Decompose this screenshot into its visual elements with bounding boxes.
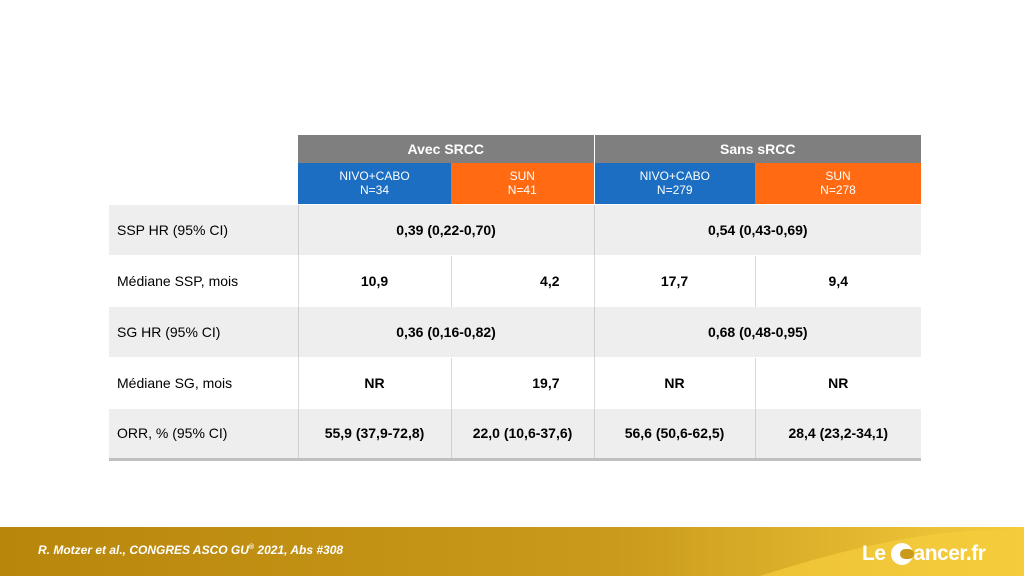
table-row: ORR, % (95% CI) 55,9 (37,9-72,8) 22,0 (1…	[109, 407, 922, 461]
row-label: SSP HR (95% CI)	[109, 203, 298, 255]
table-cell: 4,2	[450, 254, 595, 306]
row-label: Médiane SG, mois	[109, 356, 298, 408]
table-cell: 19,7	[450, 356, 595, 408]
table-cell: 0,68 (0,48-0,95)	[593, 305, 922, 357]
arm-header-row: NIVO+CABO N=34 SUN N=41 NIVO+CABO N=279 …	[109, 163, 922, 204]
arm-name: NIVO+CABO	[339, 169, 410, 184]
arm-n: N=278	[820, 183, 856, 198]
table-cell: 0,39 (0,22-0,70)	[297, 203, 595, 255]
arm-header-sun: SUN N=41	[451, 163, 595, 204]
corner-cell	[109, 135, 298, 163]
table-cell: 22,0 (10,6-37,6)	[450, 407, 595, 461]
table-row: SSP HR (95% CI) 0,39 (0,22-0,70) 0,54 (0…	[109, 203, 922, 255]
arm-header-nivo-cabo: NIVO+CABO N=279	[593, 163, 756, 204]
arm-n: N=41	[507, 183, 537, 198]
corner-cell	[109, 163, 298, 204]
table-cell: 17,7	[593, 254, 756, 306]
table-row: Médiane SSP, mois 10,9 4,2 17,7 9,4	[109, 254, 922, 306]
arm-header-sun: SUN N=278	[755, 163, 922, 204]
table-cell: NR	[593, 356, 756, 408]
row-label: ORR, % (95% CI)	[109, 407, 298, 461]
table-cell: 9,4	[754, 254, 922, 306]
group-header-row: Avec SRCC Sans sRCC	[109, 135, 922, 163]
table-cell: 0,36 (0,16-0,82)	[297, 305, 595, 357]
row-label: SG HR (95% CI)	[109, 305, 298, 357]
arm-name: NIVO+CABO	[639, 169, 710, 184]
arm-name: SUN	[825, 169, 851, 184]
row-label: Médiane SSP, mois	[109, 254, 298, 306]
table-row: SG HR (95% CI) 0,36 (0,16-0,82) 0,68 (0,…	[109, 305, 922, 357]
group-header-sans-srcc: Sans sRCC	[593, 135, 922, 163]
table-row: Médiane SG, mois NR 19,7 NR NR	[109, 356, 922, 408]
arm-header-nivo-cabo: NIVO+CABO N=34	[298, 163, 451, 204]
table-cell: 10,9	[297, 254, 451, 306]
citation-prefix: R. Motzer et al., CONGRES ASCO GU	[38, 543, 249, 557]
citation: R. Motzer et al., CONGRES ASCO GU® 2021,…	[38, 543, 343, 557]
table-cell: 28,4 (23,2-34,1)	[754, 407, 922, 461]
table-cell: NR	[297, 356, 451, 408]
lecancer-logo: Le ancer.fr	[862, 539, 986, 569]
arm-name: SUN	[509, 169, 535, 184]
table-cell: NR	[754, 356, 922, 408]
logo-text-right: ancer.fr	[913, 542, 986, 565]
results-table: Avec SRCC Sans sRCC NIVO+CABO N=34 SUN N…	[109, 135, 922, 461]
table-cell: 0,54 (0,43-0,69)	[593, 203, 922, 255]
arm-n: N=34	[359, 183, 390, 198]
table-cell: 56,6 (50,6-62,5)	[593, 407, 756, 461]
citation-suffix: 2021, Abs #308	[254, 543, 344, 557]
logo-text-left: Le	[862, 542, 886, 565]
registered-mark: ®	[248, 544, 255, 551]
group-header-avec-srcc: Avec SRCC	[298, 135, 595, 163]
table-cell: 55,9 (37,9-72,8)	[297, 407, 451, 461]
logo-c-icon	[890, 543, 914, 565]
arm-n: N=279	[656, 183, 693, 198]
